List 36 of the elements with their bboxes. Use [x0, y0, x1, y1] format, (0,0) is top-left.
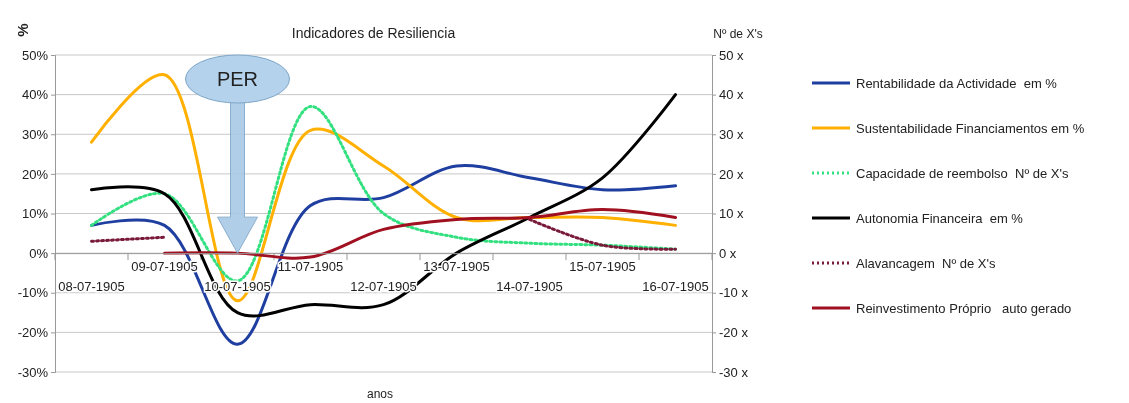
x-tick-label: 14-07-1905 [496, 279, 563, 295]
x-tick-label: 11-07-1905 [277, 259, 344, 275]
y2-tick-label: 40 x [719, 87, 745, 103]
y2-tick-label: 0 x [719, 245, 737, 261]
chart-title: Indicadores de Resiliencia [291, 25, 456, 41]
annotation: PER [216, 68, 259, 90]
x-tick-label: 16-07-1905 [642, 279, 709, 295]
y-tick-label: 20% [21, 166, 49, 182]
y-axis-title: % [14, 23, 31, 37]
legend-label: Sustentabilidade Financiamentos em % [856, 121, 1085, 136]
legend-label: Reinvestimento Próprio auto gerado [856, 301, 1072, 316]
legend-label: Alavancagem Nº de X's [856, 256, 996, 271]
y-tick-label: 40% [21, 87, 49, 103]
y2-axis-title: Nº de X's [713, 27, 763, 41]
y2-tick-label: 20 x [719, 166, 745, 182]
y2-tick-label: -10 x [719, 285, 749, 301]
y-tick-label: -10% [17, 285, 49, 301]
legend-label: Rentabilidade da Actividade em % [856, 76, 1058, 91]
y2-tick-label: 30 x [719, 126, 745, 142]
y2-tick-label: 10 x [719, 206, 745, 222]
legend-label: Autonomia Financeira em % [856, 211, 1024, 226]
x-tick-label: 15-07-1905 [569, 259, 636, 275]
y-tick-label: 50% [21, 47, 49, 63]
y-tick-label: -30% [17, 364, 49, 380]
x-axis-title: anos [366, 387, 394, 401]
line-series [163, 208, 677, 260]
y2-tick-label: 50 x [719, 47, 745, 63]
x-tick-label: 08-07-1905 [58, 279, 125, 295]
y2-tick-label: -20 x [719, 325, 749, 341]
y2-tick-label: -30 x [719, 364, 749, 380]
y-tick-label: 10% [21, 206, 49, 222]
y-tick-label: 30% [21, 126, 49, 142]
y-tick-label: -20% [17, 325, 49, 341]
line-series [90, 105, 677, 283]
legend-label: Capacidade de reembolso Nº de X's [856, 166, 1069, 181]
y-tick-label: 0% [29, 245, 49, 261]
